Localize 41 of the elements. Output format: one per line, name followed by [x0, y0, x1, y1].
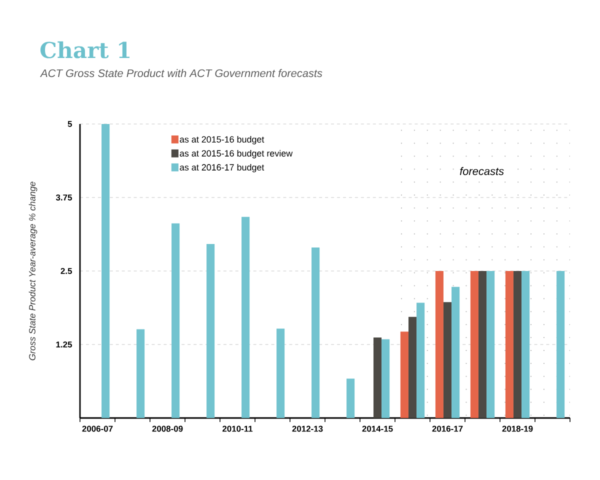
y-tick-label: 5 — [68, 121, 72, 127]
bar — [452, 286, 460, 418]
annotation: forecasts — [460, 167, 504, 176]
bar — [346, 378, 355, 418]
bar — [400, 332, 408, 418]
bar — [408, 316, 417, 418]
bar — [102, 124, 110, 418]
x-tick-label: 2018-19 — [502, 426, 533, 432]
x-tick-label: 2006-07 — [82, 426, 113, 432]
bar — [522, 271, 530, 418]
x-tick-label: 2016-17 — [432, 426, 463, 432]
bar — [206, 244, 215, 418]
bar — [416, 302, 425, 418]
bar — [373, 337, 382, 418]
chart-title: Chart 1 — [40, 41, 130, 58]
legend-label: as at 2016-17 budget — [180, 164, 264, 172]
y-tick-label: 3.75 — [56, 194, 72, 201]
bar — [435, 271, 444, 418]
x-tick-label: 2010-11 — [222, 426, 253, 432]
bar — [136, 329, 145, 418]
bar — [242, 216, 250, 418]
x-tick-label: 2014-15 — [362, 426, 393, 432]
bar — [382, 339, 390, 418]
bar — [505, 271, 514, 418]
bar — [312, 247, 320, 418]
y-tick-label: 1.25 — [56, 342, 72, 348]
y-axis-title: Gross State Product Year-average % change — [28, 182, 38, 360]
legend-label: as at 2015-16 budget review — [180, 150, 293, 158]
bar — [478, 271, 487, 418]
bar — [172, 223, 180, 418]
bar — [276, 328, 285, 418]
x-tick-label: 2012-13 — [292, 426, 323, 432]
y-tick-label: 2.5 — [60, 268, 72, 274]
bar — [443, 302, 452, 418]
bar — [486, 271, 495, 418]
bar — [513, 271, 522, 418]
bar — [470, 271, 478, 418]
chart-subtitle: ACT Gross State Product with ACT Government forecasts — [40, 69, 322, 78]
bar — [556, 271, 565, 418]
x-tick-label: 2008-09 — [152, 426, 183, 432]
legend-label: as at 2015-16 budget — [180, 136, 264, 144]
